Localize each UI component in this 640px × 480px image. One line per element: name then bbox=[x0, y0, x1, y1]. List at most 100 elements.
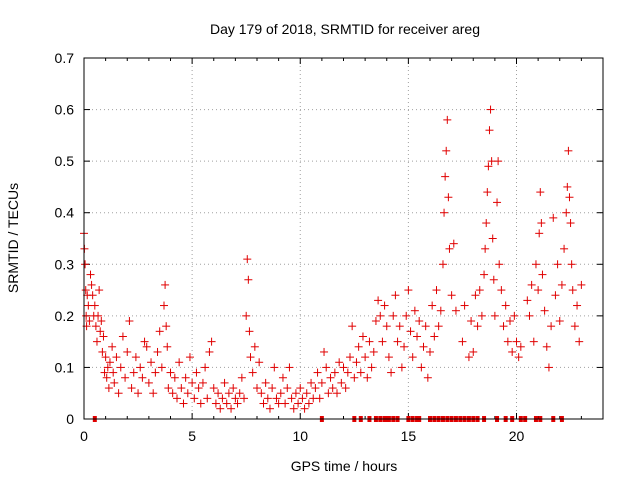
data-point bbox=[296, 384, 305, 393]
data-point bbox=[91, 322, 100, 331]
data-point bbox=[102, 373, 111, 382]
data-point bbox=[567, 260, 576, 269]
y-axis: 0 0.1 0.2 0.3 0.4 0.5 0.6 0.7 bbox=[55, 50, 603, 427]
data-point bbox=[101, 353, 110, 362]
data-point bbox=[289, 404, 298, 413]
data-point bbox=[257, 389, 266, 398]
data-point bbox=[233, 399, 242, 408]
data-point bbox=[136, 363, 145, 372]
data-point bbox=[142, 342, 151, 351]
data-point bbox=[294, 399, 303, 408]
data-point bbox=[170, 373, 179, 382]
data-point bbox=[220, 378, 229, 387]
data-point bbox=[147, 358, 156, 367]
data-point bbox=[118, 332, 127, 341]
data-point bbox=[438, 260, 447, 269]
data-point bbox=[259, 399, 268, 408]
data-point bbox=[406, 327, 415, 336]
data-point bbox=[88, 291, 97, 300]
data-point bbox=[253, 384, 261, 393]
data-point bbox=[214, 389, 223, 398]
x-tick-label: 5 bbox=[188, 428, 196, 444]
data-point bbox=[194, 384, 203, 393]
data-point bbox=[447, 291, 456, 300]
data-point bbox=[563, 182, 572, 191]
data-point bbox=[103, 363, 112, 372]
data-point bbox=[86, 270, 95, 279]
data-point bbox=[410, 306, 419, 315]
data-point bbox=[537, 219, 546, 228]
data-point bbox=[534, 286, 543, 295]
data-point bbox=[276, 389, 285, 398]
data-point bbox=[196, 399, 205, 408]
data-point bbox=[112, 353, 121, 362]
data-point bbox=[261, 378, 270, 387]
data-point bbox=[190, 394, 199, 403]
data-point bbox=[322, 363, 331, 372]
data-point bbox=[471, 291, 480, 300]
y-tick-label: 0.3 bbox=[55, 256, 75, 272]
data-point bbox=[201, 363, 210, 372]
data-point bbox=[209, 384, 218, 393]
data-point bbox=[352, 358, 361, 367]
data-point bbox=[380, 301, 389, 310]
data-point bbox=[343, 368, 352, 377]
data-point bbox=[482, 219, 491, 228]
data-point bbox=[85, 317, 94, 326]
data-point bbox=[393, 337, 402, 346]
data-point bbox=[163, 342, 172, 351]
data-point bbox=[172, 394, 181, 403]
data-point bbox=[157, 363, 166, 372]
data-point bbox=[315, 394, 324, 403]
data-point bbox=[231, 394, 240, 403]
data-point bbox=[553, 260, 562, 269]
data-point bbox=[317, 378, 326, 387]
data-point bbox=[551, 291, 560, 300]
data-point bbox=[337, 378, 346, 387]
data-point bbox=[565, 193, 574, 202]
data-point bbox=[224, 389, 233, 398]
data-point bbox=[244, 275, 253, 284]
data-point bbox=[287, 394, 296, 403]
data-point bbox=[387, 368, 396, 377]
chart-title: Day 179 of 2018, SRMTID for receiver are… bbox=[210, 21, 480, 37]
data-point bbox=[203, 394, 212, 403]
plot-frame bbox=[83, 57, 604, 420]
y-tick-label: 0.5 bbox=[55, 153, 75, 169]
data-point bbox=[348, 322, 357, 331]
data-point bbox=[281, 399, 290, 408]
data-point bbox=[185, 353, 194, 362]
data-point bbox=[313, 368, 322, 377]
data-point bbox=[477, 311, 486, 320]
data-point bbox=[330, 368, 339, 377]
data-point bbox=[144, 378, 153, 387]
data-point bbox=[382, 322, 391, 331]
data-point bbox=[162, 322, 171, 331]
data-point bbox=[283, 384, 292, 393]
data-point bbox=[263, 394, 272, 403]
data-point bbox=[134, 389, 143, 398]
data-point bbox=[371, 317, 380, 326]
data-point bbox=[512, 337, 521, 346]
data-point bbox=[246, 353, 255, 362]
data-point bbox=[307, 378, 316, 387]
data-point bbox=[469, 347, 478, 356]
data-point bbox=[328, 384, 337, 393]
data-point bbox=[218, 394, 227, 403]
data-point bbox=[237, 373, 246, 382]
data-point bbox=[547, 322, 556, 331]
data-point bbox=[540, 306, 549, 315]
data-point bbox=[460, 301, 469, 310]
data-point bbox=[216, 404, 225, 413]
data-point bbox=[389, 311, 398, 320]
data-point bbox=[248, 368, 257, 377]
data-point bbox=[542, 342, 551, 351]
data-point bbox=[374, 296, 383, 305]
data-point bbox=[255, 358, 264, 367]
data-point bbox=[250, 342, 259, 351]
data-point bbox=[527, 280, 536, 289]
data-point bbox=[440, 208, 449, 217]
data-point bbox=[358, 332, 367, 341]
